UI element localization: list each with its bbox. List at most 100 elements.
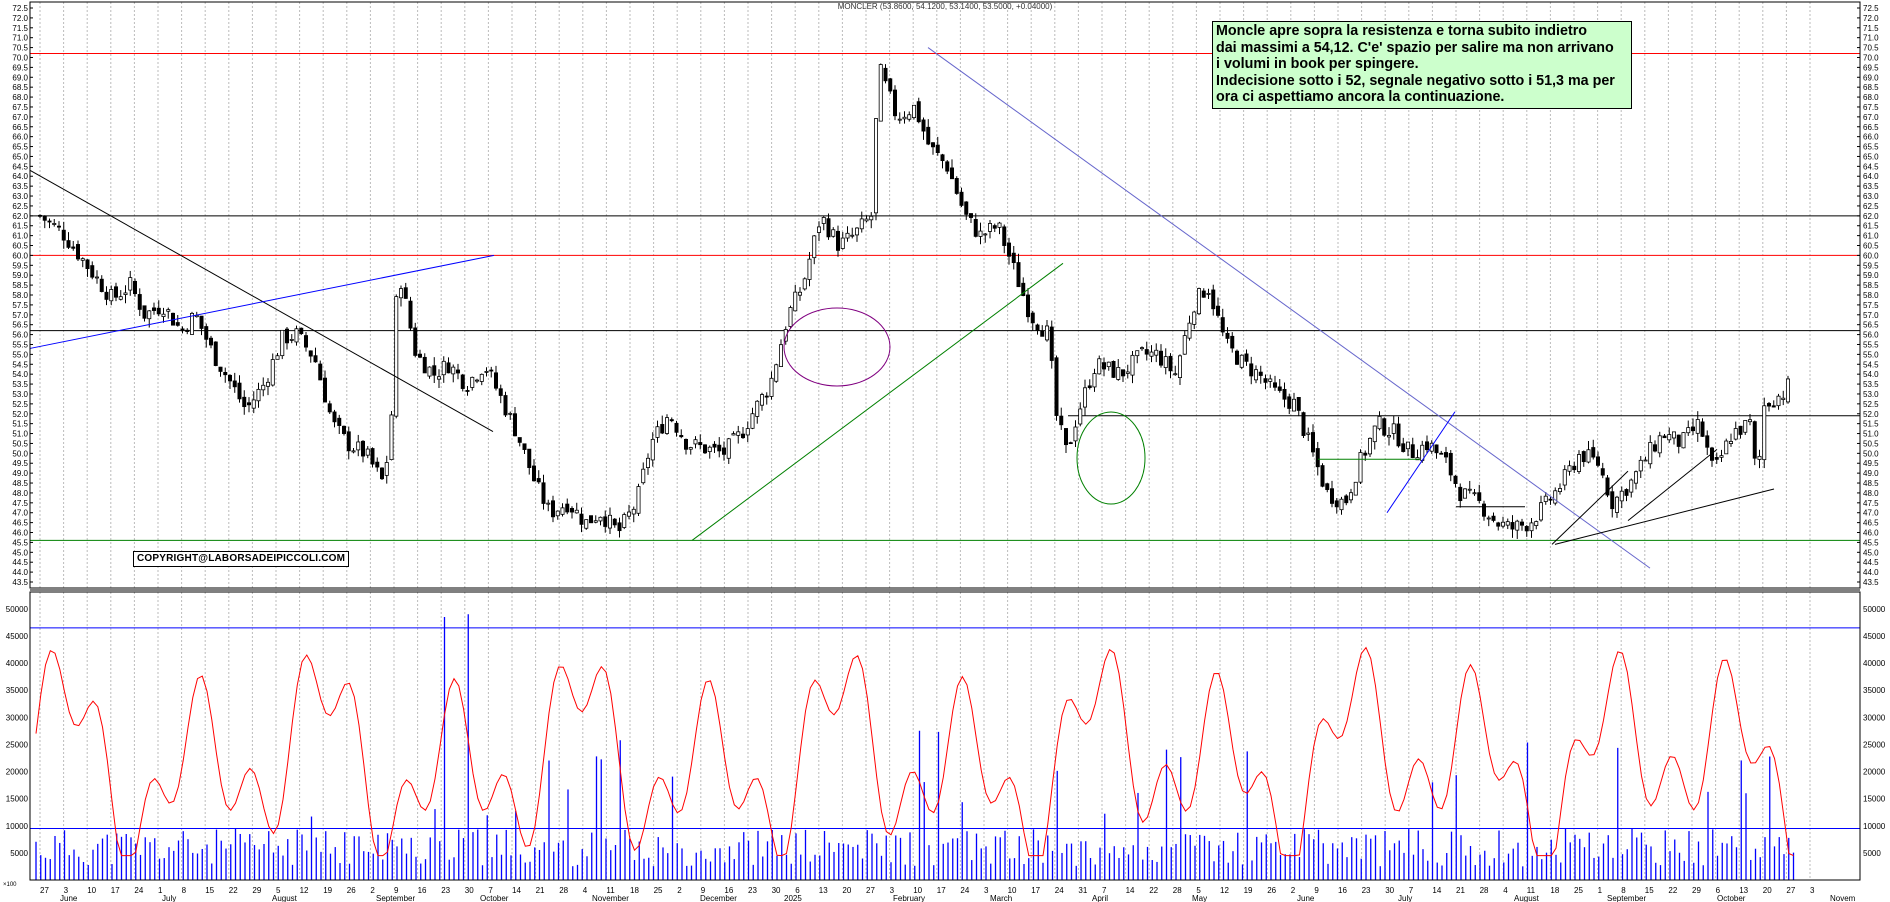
candle-body	[479, 373, 484, 382]
candle-body	[1277, 386, 1282, 391]
y-tick-label: 53.0	[12, 390, 28, 399]
candle-body	[356, 441, 361, 451]
candle-body	[1368, 437, 1373, 455]
x-day-label: 16	[1338, 886, 1347, 895]
candle-body	[1116, 367, 1121, 380]
x-day-label: 29	[1692, 886, 1701, 895]
candle-body	[1059, 415, 1064, 426]
candle-body	[707, 446, 712, 453]
candle-body	[513, 413, 518, 437]
candle-body	[1543, 495, 1548, 502]
candle-body	[1638, 459, 1643, 472]
candle-body	[517, 437, 522, 443]
y-tick-label: 64.0	[1863, 172, 1879, 181]
y-tick-label: 61.0	[1863, 232, 1879, 241]
x-day-label: 14	[1432, 886, 1441, 895]
candle-body	[1239, 354, 1244, 368]
candle-body	[99, 278, 104, 292]
candle-body	[218, 366, 223, 372]
candle-body	[132, 280, 137, 295]
x-day-label: 22	[1149, 886, 1158, 895]
candle-body	[1258, 371, 1263, 376]
candle-body	[42, 215, 47, 221]
candle-body	[712, 443, 717, 448]
candle-body	[261, 384, 266, 391]
candle-body	[1643, 459, 1648, 462]
x-day-label: 17	[1031, 886, 1040, 895]
uptrend-line	[1551, 470, 1629, 545]
candle-body	[926, 126, 931, 145]
candle-body	[199, 315, 204, 329]
y-tick-label: 48.5	[1863, 479, 1879, 488]
y-tick-label: 70.0	[12, 53, 28, 62]
candle-body	[631, 508, 636, 515]
candle-body	[470, 376, 475, 388]
candle-body	[284, 328, 289, 344]
candle-body	[831, 229, 836, 237]
volume-tick-label: 40000	[6, 659, 29, 668]
y-tick-label: 59.0	[12, 271, 28, 280]
candle-body	[474, 379, 479, 382]
y-tick-label: 72.0	[12, 14, 28, 23]
candle-body	[997, 222, 1002, 228]
reference-lines	[30, 53, 1860, 829]
y-tick-label: 62.5	[1863, 202, 1879, 211]
candle-body	[1315, 448, 1320, 468]
candle-body	[845, 232, 850, 239]
y-tick-label: 47.0	[12, 509, 28, 518]
y-tick-label: 43.5	[12, 578, 28, 587]
candle-body	[71, 246, 76, 249]
x-day-label: 6	[1716, 886, 1721, 895]
volume-tick-label: 10000	[1863, 822, 1886, 831]
candle-body	[1501, 521, 1506, 527]
candle-body	[484, 371, 489, 373]
candle-body	[142, 305, 147, 319]
y-tick-label: 56.0	[1863, 331, 1879, 340]
candle-body	[698, 442, 703, 446]
x-day-label: 7	[1102, 886, 1107, 895]
candle-body	[1472, 492, 1477, 495]
candle-body	[1586, 449, 1591, 463]
candle-body	[1211, 289, 1216, 310]
candle-body	[1372, 425, 1377, 443]
candle-body	[536, 478, 541, 483]
x-month-label: September	[1607, 894, 1646, 902]
candle-body	[341, 425, 346, 434]
y-tick-label: 58.0	[12, 291, 28, 300]
candle-body	[1748, 419, 1753, 423]
candle-body	[460, 374, 465, 389]
y-tick-label: 68.0	[12, 93, 28, 102]
x-month-label: June	[60, 894, 78, 902]
y-tick-label: 55.0	[1863, 350, 1879, 359]
candle-body	[826, 218, 831, 238]
candle-body	[1686, 427, 1691, 434]
candle-body	[1567, 465, 1572, 472]
candle-body	[493, 372, 498, 389]
candle-body	[256, 388, 261, 402]
candle-body	[1021, 282, 1026, 296]
y-tick-label: 49.5	[1863, 459, 1879, 468]
annotation-line: dai massimi a 54,12. C'e' spazio per sal…	[1216, 39, 1614, 56]
candle-body	[874, 118, 879, 214]
candle-body	[1757, 455, 1762, 460]
x-day-label: 2	[1291, 886, 1296, 895]
candle-body	[503, 395, 508, 416]
candle-body	[907, 114, 912, 120]
candle-body	[384, 462, 389, 476]
x-month-label: July	[1398, 894, 1412, 902]
x-month-label: April	[1092, 894, 1108, 902]
candle-body	[413, 327, 418, 356]
y-tick-label: 58.5	[12, 281, 28, 290]
candle-body	[1325, 483, 1330, 490]
y-tick-label: 68.0	[1863, 93, 1879, 102]
y-tick-label: 50.5	[1863, 439, 1879, 448]
x-day-label: 8	[182, 886, 187, 895]
candle-body	[555, 510, 560, 517]
y-tick-label: 52.0	[12, 410, 28, 419]
candle-body	[379, 467, 384, 480]
x-day-label: 3	[984, 886, 989, 895]
y-tick-label: 62.5	[12, 202, 28, 211]
y-tick-label: 66.5	[1863, 123, 1879, 132]
y-tick-label: 61.5	[12, 222, 28, 231]
y-tick-label: 62.0	[1863, 212, 1879, 221]
